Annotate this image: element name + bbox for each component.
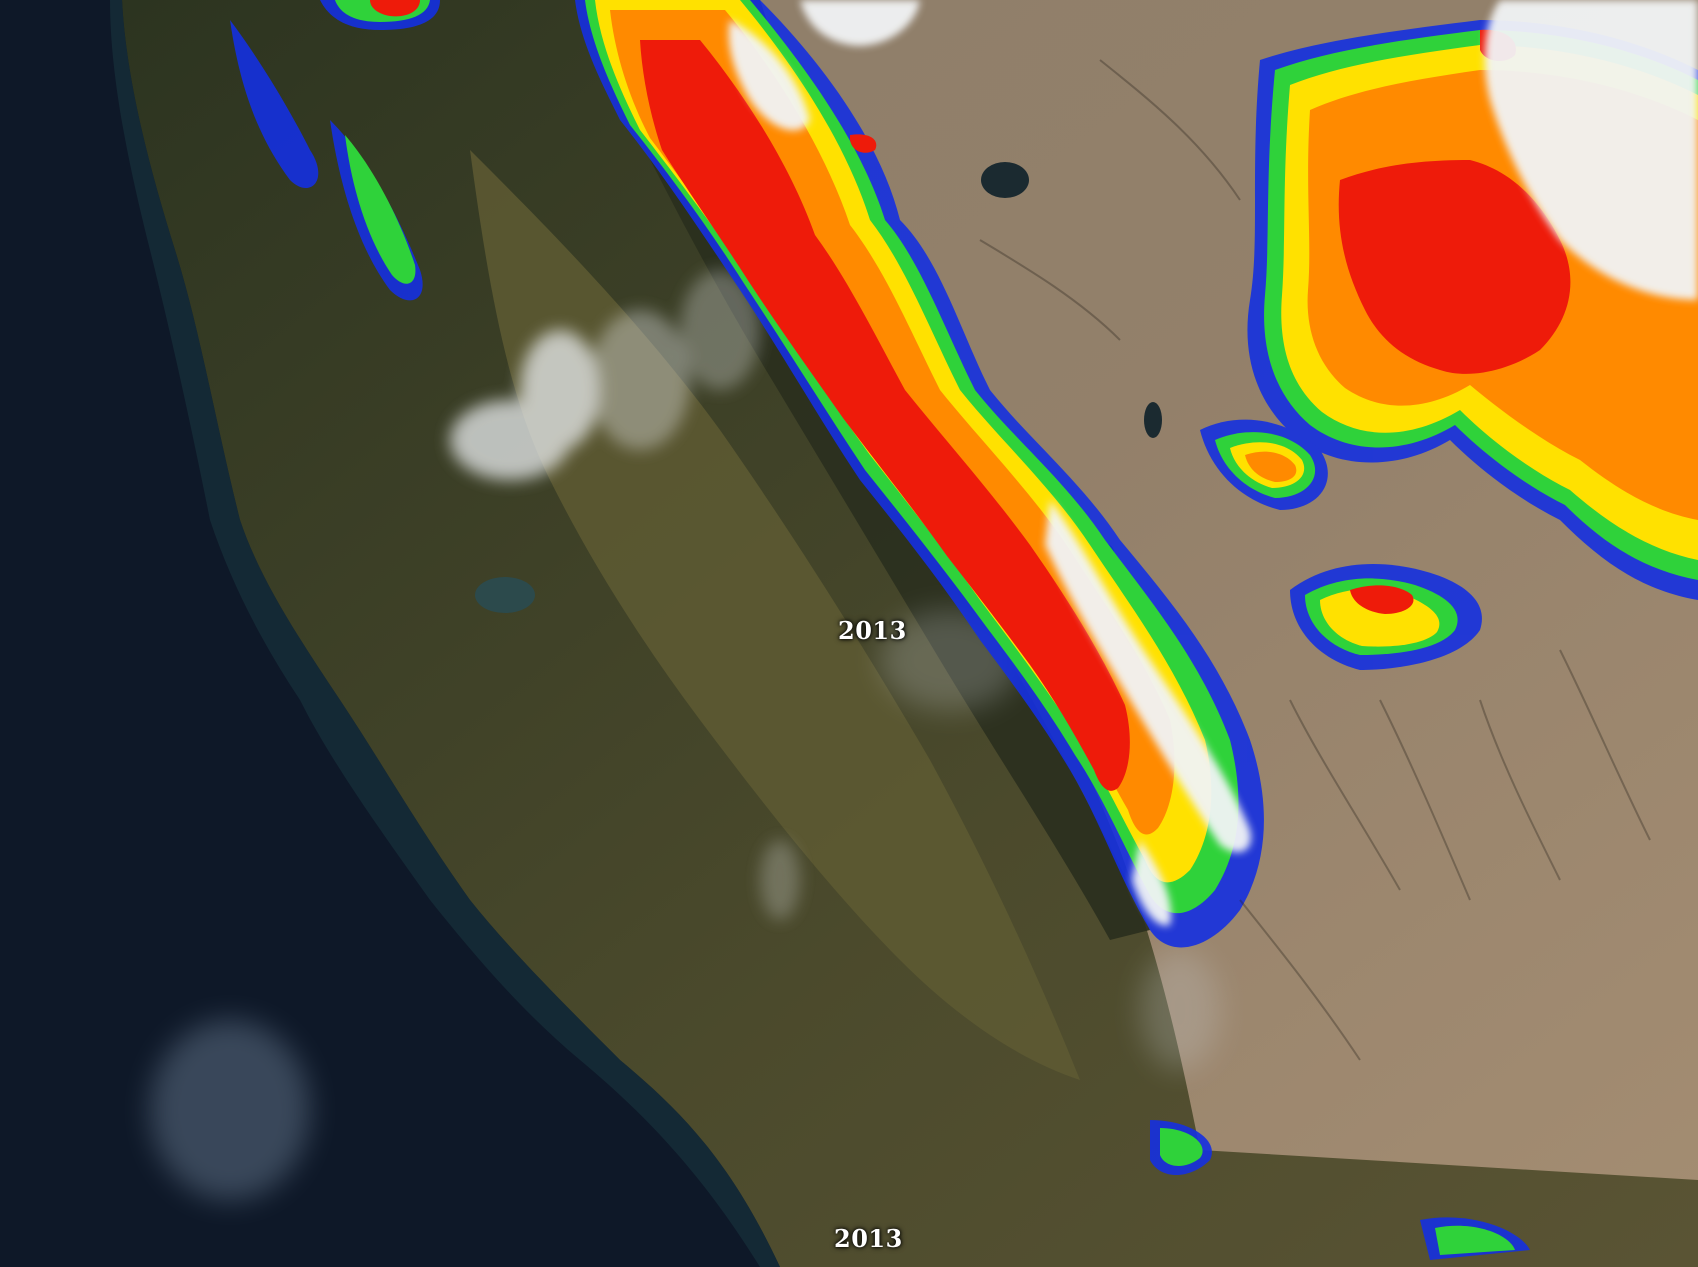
pyramid-lake (981, 162, 1029, 198)
year-label: 2013 (838, 616, 907, 645)
valley-clouds (450, 270, 800, 920)
snow-cover-red (370, 0, 1571, 791)
snow-clouds (728, 0, 1698, 926)
bay-area-water (475, 577, 535, 613)
sun-glint (150, 1020, 310, 1200)
pacific-ocean (0, 0, 780, 1267)
caption-year-label: 2013 (834, 1224, 903, 1253)
ridge-texture (979, 59, 1651, 1061)
walker-lake (1144, 402, 1162, 438)
